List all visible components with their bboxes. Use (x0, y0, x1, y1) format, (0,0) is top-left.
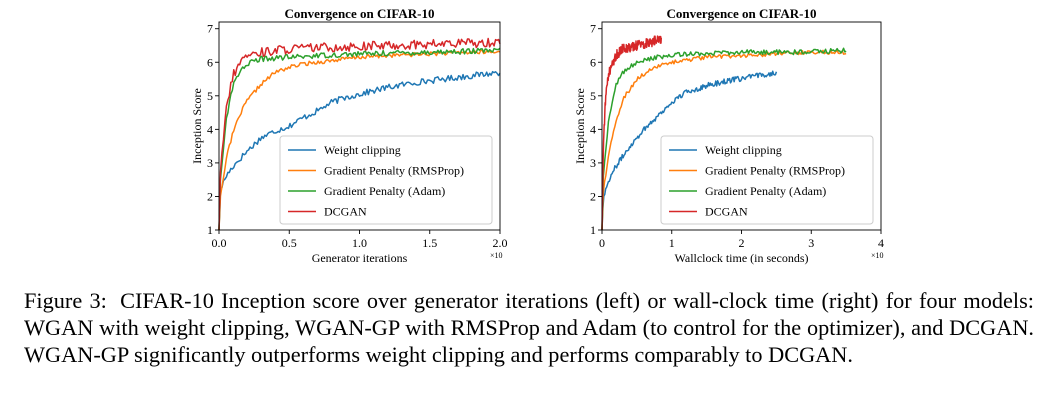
left-y-tick-label: 5 (207, 89, 213, 103)
left-series-line (218, 47, 501, 231)
left-y-axis-label: Inception Score (190, 88, 204, 164)
right-x-tick-label: 1 (669, 236, 675, 250)
left-legend (279, 135, 493, 225)
left-x-tick-label: 1.0 (352, 236, 367, 250)
right-y-axis-label: Inception Score (573, 88, 587, 164)
right-x-tick-label: 3 (808, 236, 814, 250)
left-legend-label: DCGAN (324, 205, 367, 219)
left-y-tick-label: 6 (207, 55, 213, 69)
left-y-tick-label: 2 (207, 189, 213, 203)
right-legend-label: Gradient Penalty (RMSProp) (705, 164, 845, 178)
right-legend (660, 135, 874, 225)
caption-label: Figure 3: (24, 288, 107, 313)
right-series-line (601, 70, 778, 231)
right-x-tick-label: 2 (739, 236, 745, 250)
right-y-tick-label: 2 (590, 189, 596, 203)
right-x-tick-label: 0 (599, 236, 605, 250)
left-x-tick-label: 1.5 (422, 236, 437, 250)
right-x-multiplier: ×10 (871, 251, 884, 260)
left-y-tick-label: 4 (207, 122, 213, 136)
right-y-tick-label: 4 (590, 122, 596, 136)
left-y-tick-label: 3 (207, 156, 213, 170)
right-chart-title: Convergence on CIFAR-10 (667, 6, 817, 21)
right-y-tick-label: 6 (590, 55, 596, 69)
figure-caption: Figure 3: CIFAR-10 Inception score over … (24, 287, 1034, 368)
right-y-tick-label: 5 (590, 89, 596, 103)
left-series-line (218, 70, 501, 231)
right-x-tick-label: 4 (878, 236, 884, 250)
right-legend-label: Weight clipping (705, 143, 782, 157)
right-y-tick-label: 3 (590, 156, 596, 170)
right-x-axis-label: Wallclock time (in seconds) (675, 251, 809, 265)
left-x-tick-label: 0.0 (212, 236, 227, 250)
figure: Convergence on CIFAR-10 1 2 3 4 5 6 7 0.0 0.5 1.0 1… (190, 6, 884, 265)
left-x-tick-label: 0.5 (282, 236, 297, 250)
right-legend-label: Gradient Penalty (Adam) (705, 184, 826, 198)
right-y-tick-label: 7 (590, 22, 596, 36)
left-x-multiplier: ×10 (490, 251, 503, 260)
right-series-line (601, 47, 847, 231)
left-legend-label: Weight clipping (324, 143, 401, 157)
chart-left-iterations: Convergence on CIFAR-10 1 2 3 4 5 6 7 0.0 0.5 1.0 1… (190, 6, 508, 265)
left-x-tick-label: 2.0 (493, 236, 508, 250)
right-y-tick-label: 1 (590, 223, 596, 237)
left-y-tick-label: 1 (207, 223, 213, 237)
caption-text: CIFAR-10 Inception score over generator … (24, 288, 1034, 367)
left-legend-label: Gradient Penalty (Adam) (324, 184, 445, 198)
right-legend-label: DCGAN (705, 205, 748, 219)
left-chart-title: Convergence on CIFAR-10 (285, 6, 435, 21)
right-series-line (601, 35, 663, 231)
left-y-tick-label: 7 (207, 22, 213, 36)
left-legend-label: Gradient Penalty (RMSProp) (324, 164, 464, 178)
left-series-line (218, 37, 501, 231)
left-x-axis-label: Generator iterations (312, 251, 408, 265)
